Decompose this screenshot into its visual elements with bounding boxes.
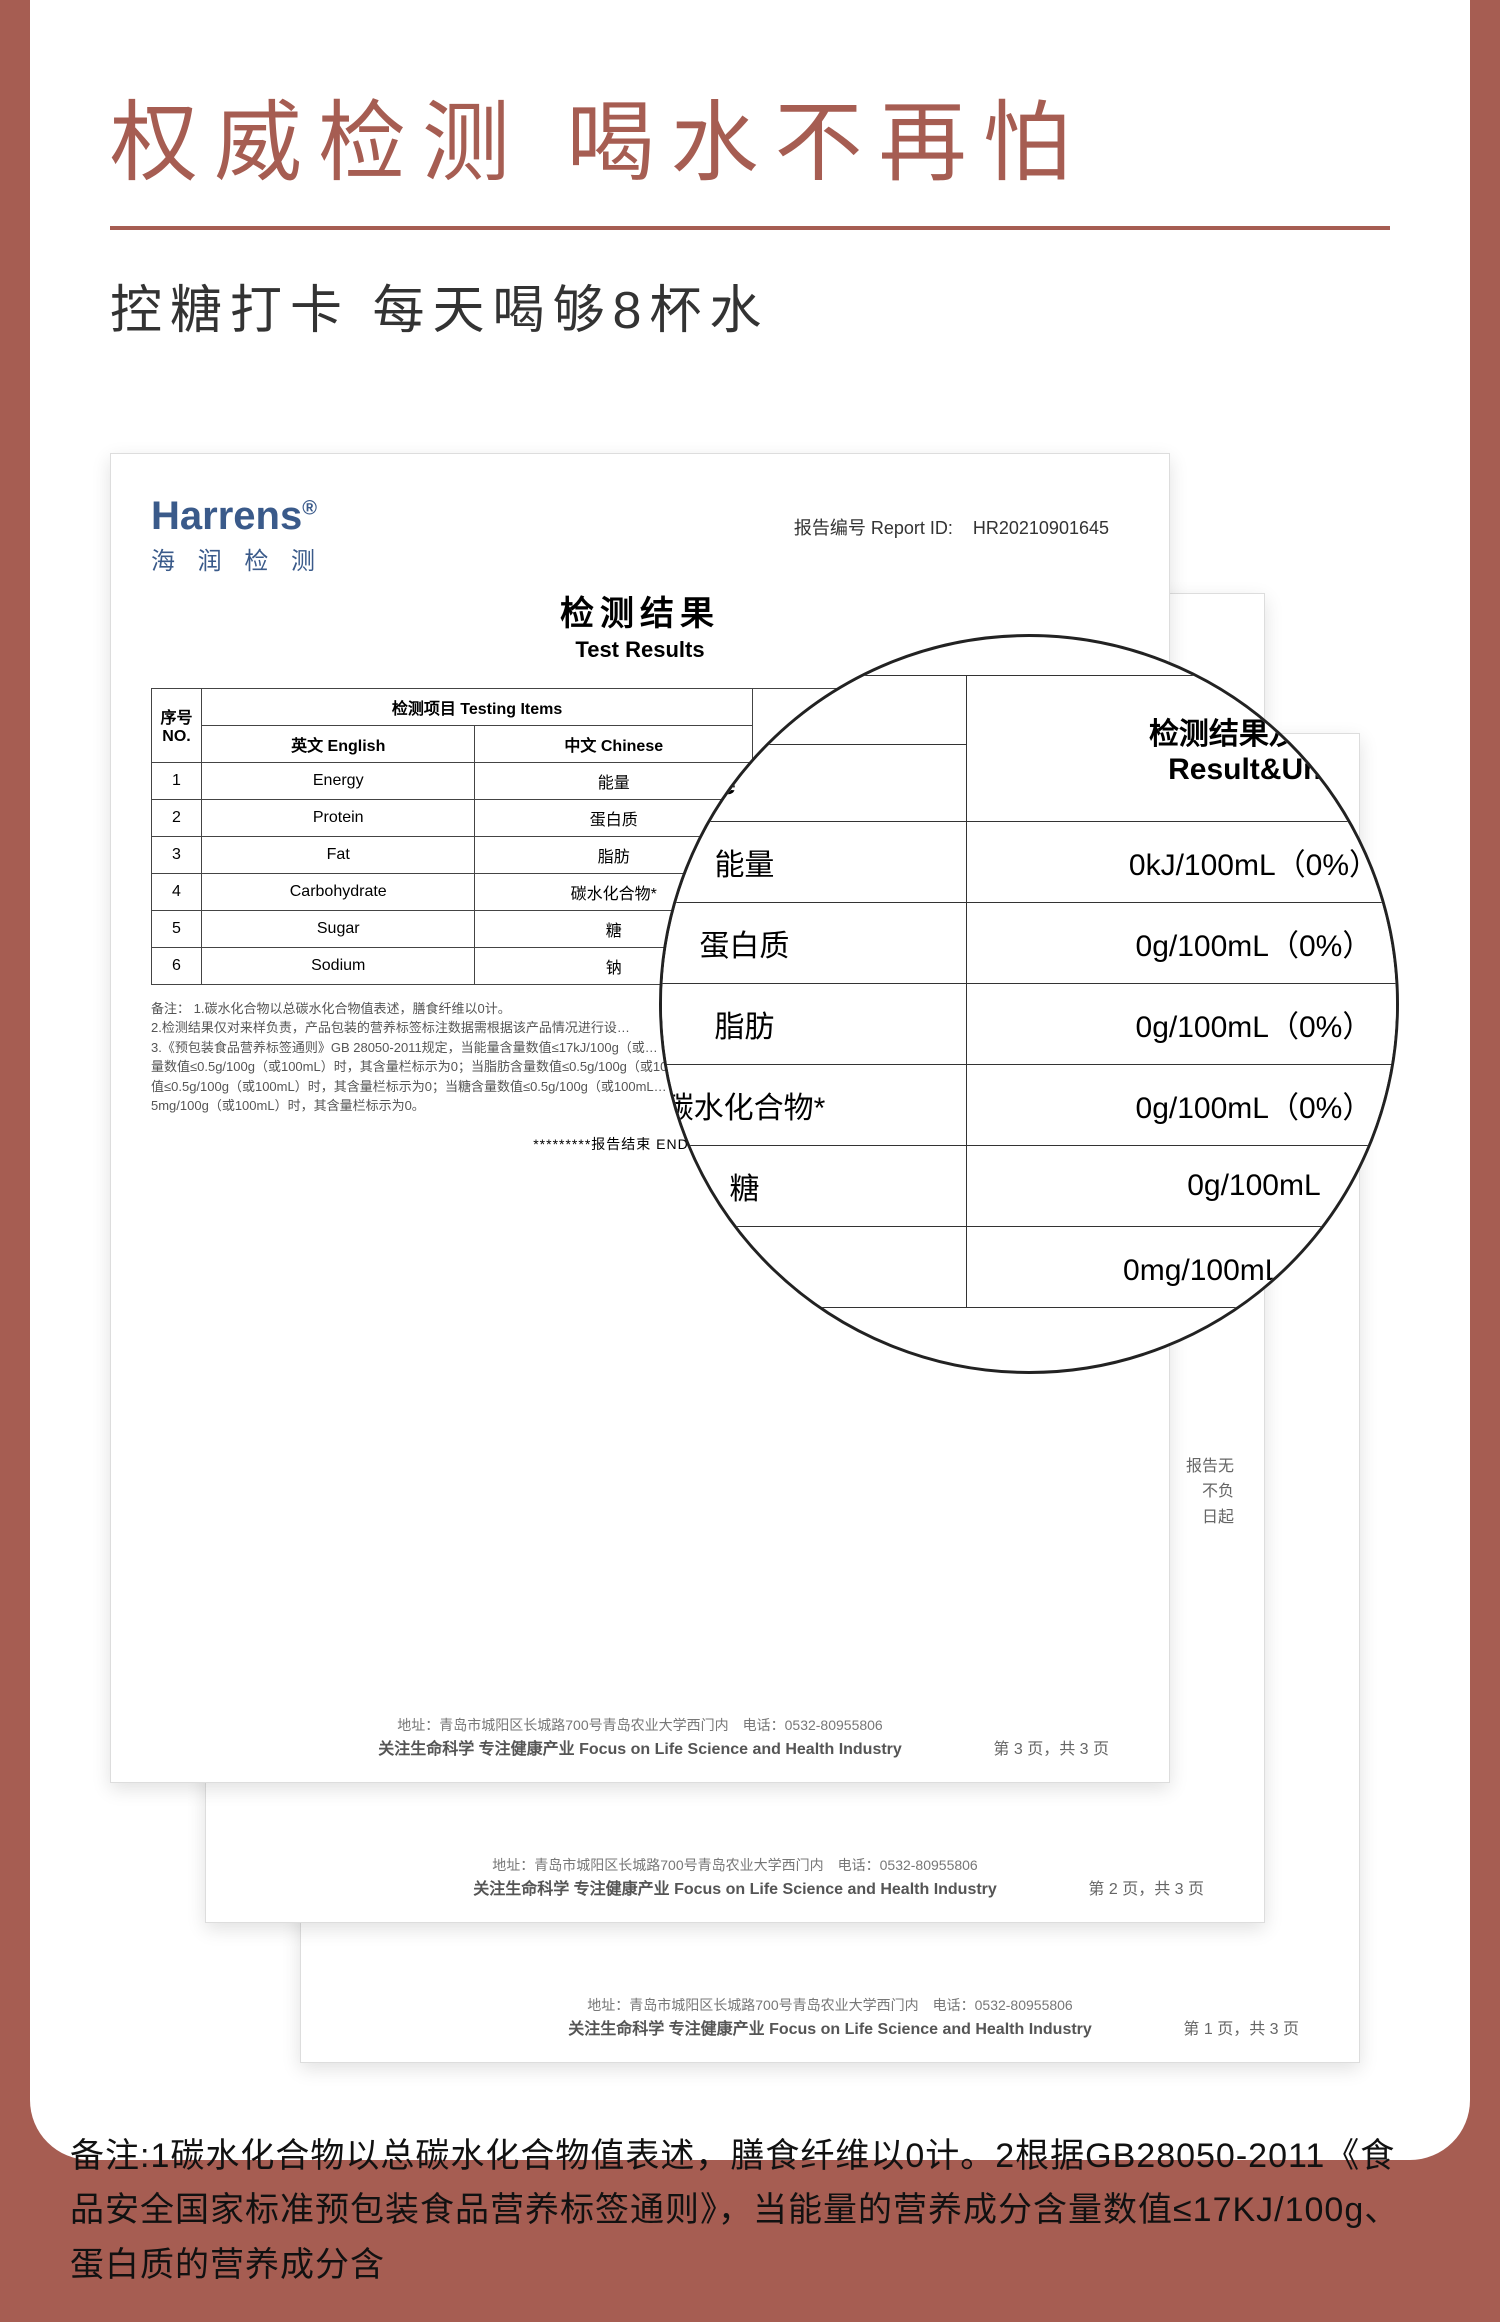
mag-note: 维以0计。 数据需根据该产品情况进行… — [659, 1308, 1399, 1374]
footer-addr: 地址：青岛市城阳区长城路700号青岛农业大学西门内 电话：0532-809558… — [361, 1995, 1299, 2016]
footer-page-2: 第 2 页，共 3 页 — [1088, 1878, 1204, 1902]
footer-page-1: 第 1 页，共 3 页 — [1183, 2018, 1299, 2042]
th-no: 序号 NO. — [152, 688, 202, 762]
sheet-footer-1: 地址：青岛市城阳区长城路700号青岛农业大学西门内 电话：0532-809558… — [361, 1995, 1299, 2042]
footer-page-3: 第 3 页，共 3 页 — [993, 1738, 1109, 1762]
footer-tag-3: 关注生命科学 专注健康产业 Focus on Life Science and … — [378, 1741, 902, 1758]
snip-a: 报告无 — [1186, 1454, 1234, 1480]
brand-en: Harrens — [151, 494, 302, 538]
magnifier-circle: Items 检测结果及单位 Result&Unit 中文 Chinese 能量0… — [659, 634, 1399, 1374]
main-title: 权威检测 喝水不再怕 — [110, 90, 1390, 196]
report-id: 报告编号 Report ID: HR20210901645 — [794, 514, 1109, 540]
doc-title-cn: 检测结果 — [151, 586, 1129, 635]
table-row: 脂肪0g/100mL（0%） — [659, 983, 1399, 1064]
content-card: 权威检测 喝水不再怕 控糖打卡 每天喝够8杯水 地址：青岛市城阳区长城路700号… — [30, 0, 1470, 2160]
report-id-value: HR20210901645 — [973, 518, 1109, 538]
th-en: 英文 English — [202, 725, 475, 762]
brand-cn: 海 润 检 测 — [151, 541, 1129, 576]
sheet2-text-snippet: 报告无 不负 日起 — [1186, 1454, 1234, 1531]
subtitle: 控糖打卡 每天喝够8杯水 — [110, 268, 1390, 343]
document-stack: 地址：青岛市城阳区长城路700号青岛农业大学西门内 电话：0532-809558… — [110, 453, 1390, 2073]
table-row: 能量0kJ/100mL（0%） — [659, 821, 1399, 902]
snip-c: 日起 — [1186, 1505, 1234, 1531]
table-row: 钠0mg/100mL（0%） — [659, 1226, 1399, 1307]
magnifier-content: Items 检测结果及单位 Result&Unit 中文 Chinese 能量0… — [659, 675, 1399, 1374]
mag-cn-lbl: 中文 Chinese — [659, 744, 966, 821]
page-footer-note: 备注:1碳水化合物以总碳水化合物值表述，膳食纤维以0计。2根据GB28050-2… — [70, 2129, 1430, 2292]
footer-tag-2: 关注生命科学 专注健康产业 Focus on Life Science and … — [473, 1881, 997, 1898]
sheet-footer-3: 地址：青岛市城阳区长城路700号青岛农业大学西门内 电话：0532-809558… — [171, 1715, 1109, 1762]
report-id-label: 报告编号 Report ID: — [794, 518, 953, 538]
magnified-table: Items 检测结果及单位 Result&Unit 中文 Chinese 能量0… — [659, 675, 1399, 1308]
brand-reg: ® — [302, 497, 317, 519]
mag-items-lbl: Items — [659, 675, 966, 744]
footer-addr-2: 地址：青岛市城阳区长城路700号青岛农业大学西门内 电话：0532-809558… — [266, 1855, 1204, 1876]
footer-tag: 关注生命科学 专注健康产业 Focus on Life Science and … — [568, 2021, 1092, 2038]
sheet-page-3: Harrens® 海 润 检 测 报告编号 Report ID: HR20210… — [110, 453, 1170, 1783]
mag-result-hdr: 检测结果及单位 Result&Unit — [966, 675, 1399, 821]
title-rule — [110, 226, 1390, 230]
footer-addr-3: 地址：青岛市城阳区长城路700号青岛农业大学西门内 电话：0532-809558… — [171, 1715, 1109, 1736]
table-row: 蛋白质0g/100mL（0%） — [659, 902, 1399, 983]
sheet-footer-2: 地址：青岛市城阳区长城路700号青岛农业大学西门内 电话：0532-809558… — [266, 1855, 1204, 1902]
table-row: 碳水化合物*0g/100mL（0%） — [659, 1064, 1399, 1145]
table-row: 糖0g/100mL — [659, 1145, 1399, 1226]
snip-b: 不负 — [1186, 1479, 1234, 1505]
notes-prefix: 备注： — [151, 1001, 190, 1016]
